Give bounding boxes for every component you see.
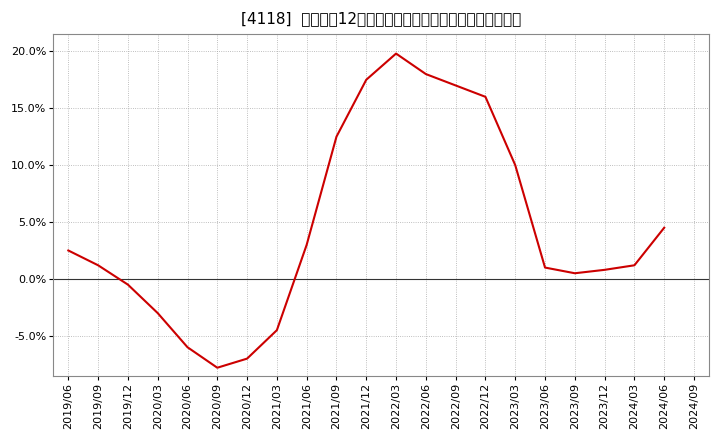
- Title: [4118]  売上高の12か月移動合計の対前年同期増減率の推移: [4118] 売上高の12か月移動合計の対前年同期増減率の推移: [241, 11, 521, 26]
